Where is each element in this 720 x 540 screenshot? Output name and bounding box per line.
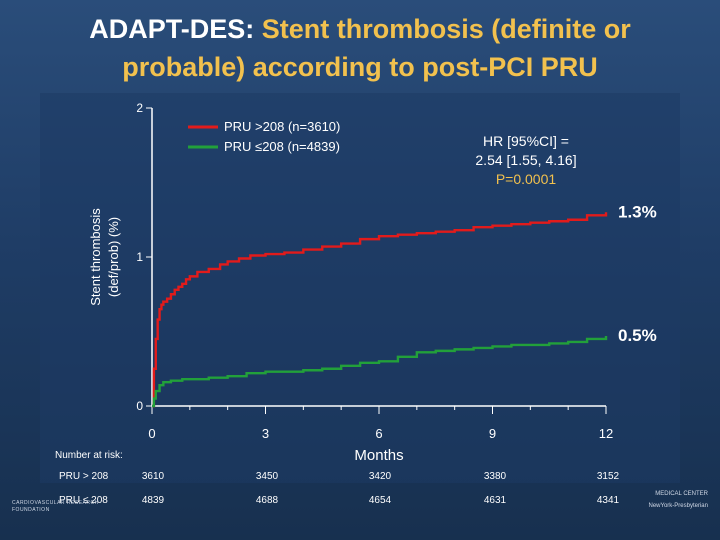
footer-logo-right: MEDICAL CENTER NewYork-Presbyterian xyxy=(648,491,708,509)
risk-cell: 4839 xyxy=(141,495,165,506)
risk-cell: 3450 xyxy=(255,471,279,482)
risk-row-label: PRU > 208 xyxy=(59,471,109,482)
y-axis-label-line2: (def/prob) (%) xyxy=(106,217,121,297)
risk-cell: 4688 xyxy=(255,495,279,506)
slide-title: ADAPT-DES: Stent thrombosis (definite or… xyxy=(0,10,720,86)
x-tick-label: 3 xyxy=(262,426,269,441)
x-tick-label: 12 xyxy=(599,426,613,441)
hr-annotation-line-2: 2.54 [1.55, 4.16] xyxy=(475,152,576,168)
risk-cell: 3152 xyxy=(596,471,620,482)
x-tick-label: 6 xyxy=(375,426,382,441)
risk-row-label: PRU ≤ 208 xyxy=(59,495,108,506)
risk-table-header: Number at risk: xyxy=(55,450,123,461)
risk-cell: 3420 xyxy=(368,471,392,482)
plot-panel xyxy=(40,93,680,483)
labels-group: Months Stent thrombosis (def/prob) (%) 1.3%… xyxy=(88,119,657,464)
x-tick-label: 9 xyxy=(489,426,496,441)
y-tick-label: 2 xyxy=(136,101,143,115)
title-highlight: Stent thrombosis (definite or xyxy=(261,14,631,44)
series-line-pru-low xyxy=(152,335,608,408)
hr-annotation-line-3: P=0.0001 xyxy=(496,171,557,187)
end-label-pru-low: 0.5% xyxy=(618,326,657,345)
end-label-pru-high: 1.3% xyxy=(618,202,657,221)
y-tick-label: 1 xyxy=(136,250,143,264)
y-tick-label: 0 xyxy=(136,399,143,413)
x-tick-label: 0 xyxy=(148,426,155,441)
risk-cell: 3610 xyxy=(141,471,165,482)
series-group xyxy=(152,212,608,408)
y-axis-label-line1: Stent thrombosis xyxy=(88,208,103,306)
risk-cell: 4654 xyxy=(368,495,392,506)
legend-label-pru-low: PRU ≤208 (n=4839) xyxy=(224,139,340,154)
risk-cell: 3380 xyxy=(483,471,507,482)
risk-cell: 4341 xyxy=(596,495,620,506)
hr-annotation-line-1: HR [95%CI] = xyxy=(483,133,569,149)
x-axis-label: Months xyxy=(354,447,403,464)
legend-label-pru-high: PRU >208 (n=3610) xyxy=(224,119,340,134)
risk-cell: 4631 xyxy=(483,495,507,506)
footer-logo-left: CARDIOVASCULAR RESEARCH FOUNDATION xyxy=(12,500,99,513)
title-line2: probable) according to post-PCI PRU xyxy=(122,52,598,82)
series-line-pru-high xyxy=(152,212,608,408)
title-prefix: ADAPT-DES: xyxy=(89,14,262,44)
